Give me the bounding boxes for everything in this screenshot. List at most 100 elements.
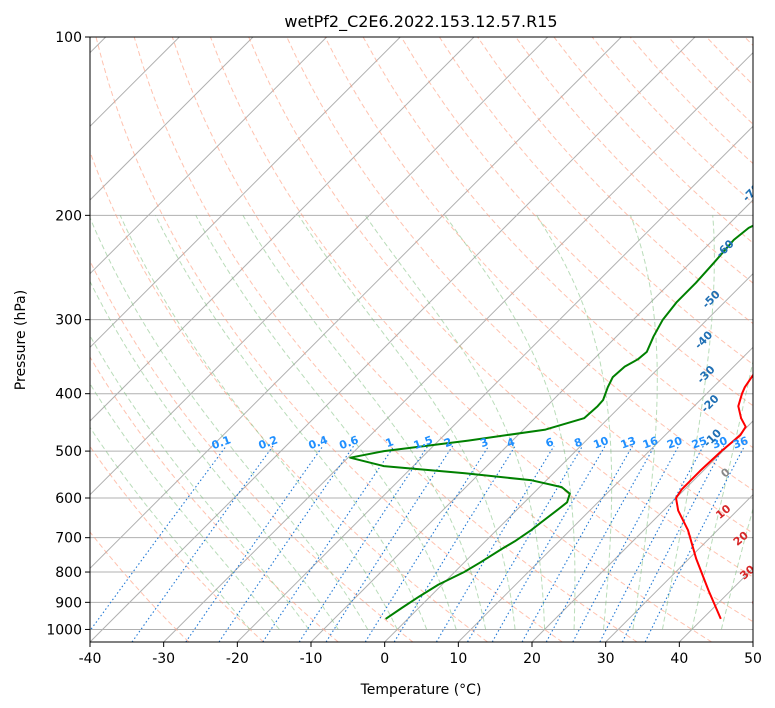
mixing-ratio-line <box>467 445 584 642</box>
x-tick-label: -30 <box>152 651 175 667</box>
moist-adiabat-line <box>119 215 398 630</box>
mixing-ratio-label: 4 <box>505 435 517 450</box>
y-tick-label: 900 <box>55 595 82 611</box>
isotherm-line <box>605 493 753 642</box>
moist-adiabat-label: 40 <box>748 592 768 612</box>
y-tick-label: 100 <box>55 30 82 46</box>
moist-adiabats <box>90 215 753 630</box>
mixing-ratio-label: 30 <box>710 434 729 452</box>
x-axis-ticks: -40 -30 -20 -10 0 10 20 30 40 50 <box>79 642 762 667</box>
moist-adiabat-line <box>444 215 576 630</box>
dry-adiabat-line <box>668 37 753 125</box>
skewed-isotherms <box>90 37 753 642</box>
moist-adiabat-label: 30 <box>737 562 757 582</box>
isotherm-line <box>90 37 622 570</box>
mixing-ratio-line <box>325 445 454 642</box>
isotherm-line <box>752 641 753 642</box>
mixing-ratio-lines <box>90 445 746 642</box>
moist-adiabat-line <box>691 358 753 630</box>
isotherm-line <box>457 346 753 642</box>
isotherm-line <box>384 272 753 642</box>
y-tick-label: 1000 <box>46 622 82 638</box>
dry-adiabat-line <box>515 37 753 284</box>
y-tick-label: 800 <box>55 565 82 581</box>
x-axis-label: Temperature (°C) <box>360 682 482 698</box>
mixing-ratio-label: 0.2 <box>257 433 280 452</box>
dry-adiabat-line <box>90 259 414 642</box>
mixing-ratio-label: 2 <box>442 435 454 450</box>
y-tick-label: 500 <box>55 444 82 460</box>
moist-adiabat-line <box>90 216 369 630</box>
dry-adiabat-line <box>133 37 638 642</box>
dry-adiabats <box>90 37 753 642</box>
mixing-ratio-label: 36 <box>731 434 750 452</box>
isotherm-line <box>90 37 328 275</box>
moist-adiabat-line <box>90 382 280 630</box>
x-tick-label: 0 <box>380 651 389 667</box>
y-tick-label: 300 <box>55 313 82 329</box>
moist-adiabat-line <box>90 334 310 630</box>
dry-adiabat-line <box>324 37 753 491</box>
mixing-ratio-label: 20 <box>665 434 684 452</box>
moist-adiabat-line <box>154 215 428 630</box>
plot-frame <box>89 36 754 643</box>
moist-adiabat-line <box>195 215 457 630</box>
y-tick-label: 200 <box>55 208 82 224</box>
x-tick-label: -20 <box>226 651 249 667</box>
profile-series <box>349 224 753 620</box>
y-axis-label: Pressure (hPa) <box>13 290 29 390</box>
mixing-ratio-label: 16 <box>641 434 660 452</box>
moist-adiabat-label: 20 <box>731 529 751 549</box>
y-tick-label: 700 <box>55 531 82 547</box>
x-tick-label: -40 <box>79 651 102 667</box>
isotherm-line <box>90 37 549 496</box>
dry-adiabat-label: -80 <box>768 127 775 150</box>
dry-adiabat-line <box>591 37 753 204</box>
temperature-profile-line <box>675 373 753 620</box>
mixing-ratio-line <box>393 445 516 642</box>
mixing-ratio-line <box>218 445 355 642</box>
x-tick-label: 10 <box>449 651 467 667</box>
moist-adiabat-line <box>90 280 339 630</box>
mixing-ratio-label: 8 <box>572 435 584 450</box>
mixing-ratio-label: 3 <box>478 435 490 450</box>
mixing-ratio-label: 1 <box>384 435 396 450</box>
mixing-ratio-line <box>364 445 490 642</box>
dry-adiabat-line <box>90 150 488 642</box>
mixing-ratio-line <box>599 445 704 642</box>
dry-adiabat-line <box>90 531 190 642</box>
mixing-ratio-line <box>545 445 656 642</box>
dry-adiabat-line <box>90 445 264 642</box>
dry-adiabat-line <box>744 37 753 47</box>
mixing-ratio-line <box>131 445 274 642</box>
x-tick-label: -10 <box>300 651 323 667</box>
dewpoint-profile-line <box>349 224 753 620</box>
dry-adiabat-label: -30 <box>694 363 717 386</box>
y-axis-ticks: 100 200 300 400 500 600 700 800 900 1000 <box>46 30 90 638</box>
moist-adiabat-line <box>630 215 658 630</box>
mixing-ratio-label: 13 <box>619 434 638 451</box>
mixing-ratio-line <box>185 445 324 642</box>
x-tick-label: 20 <box>523 651 541 667</box>
grid-lines <box>90 37 753 630</box>
mixing-ratio-label: 0.1 <box>210 433 233 452</box>
dry-adiabat-line <box>477 37 753 325</box>
mixing-ratio-line <box>90 445 227 632</box>
mixing-ratio-line <box>621 445 725 642</box>
mixing-ratio-line <box>298 445 429 642</box>
mixing-ratio-line <box>262 445 395 642</box>
moist-adiabat-label: 0 <box>718 465 732 480</box>
mixing-ratio-label: 6 <box>544 435 556 450</box>
moist-adiabat-line <box>661 215 715 630</box>
dry-adiabat-line <box>171 37 712 642</box>
isotherm-line <box>163 51 753 642</box>
isotherm-line <box>90 37 475 422</box>
mixing-ratio-line <box>521 445 633 642</box>
moist-adiabat-line <box>536 215 613 630</box>
isotherm-line <box>90 37 401 349</box>
mixing-ratio-line <box>644 445 746 642</box>
dry-adiabat-line <box>90 356 339 642</box>
moist-adiabat-line <box>364 215 546 630</box>
dry-adiabat-line <box>95 37 563 642</box>
